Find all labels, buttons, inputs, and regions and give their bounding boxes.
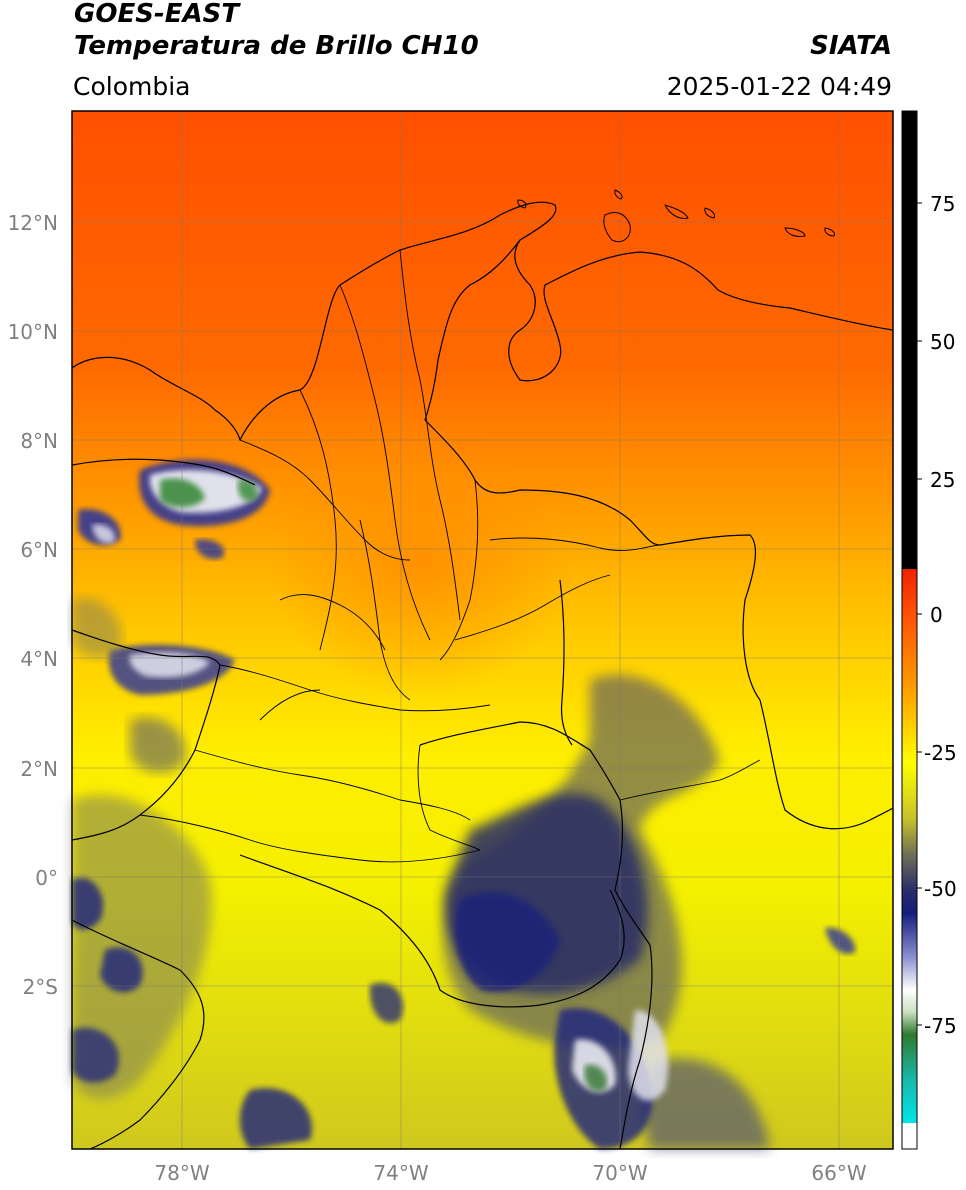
lat-label-2n: 2°N <box>20 757 58 781</box>
map-frame <box>71 110 894 1150</box>
brazil-venezuela-border <box>559 579 573 746</box>
colorbar-tick-minus25: -25 <box>924 741 957 765</box>
lon-label-70w: 70°W <box>592 1161 647 1185</box>
lat-label-0: 0° <box>35 866 58 890</box>
lat-label-8n: 8°N <box>20 429 58 453</box>
lat-label-2s: 2°S <box>23 975 58 999</box>
warm-interior <box>270 420 570 700</box>
ecuador-peru-border <box>71 919 205 1150</box>
lon-label-74w: 74°W <box>373 1161 428 1185</box>
satellite-title: GOES-EAST <box>74 0 240 29</box>
datetime-label: 2025-01-22 04:49 <box>666 72 892 101</box>
colorbar-frame <box>901 110 918 1150</box>
lon-label-78w: 78°W <box>154 1161 209 1185</box>
agency-label: SIATA <box>810 31 892 61</box>
colorbar-tick-0: 0 <box>930 603 943 627</box>
colorbar-hot-segment <box>902 111 917 569</box>
colorbar-tick-minus75: -75 <box>924 1014 957 1038</box>
lon-label-66w: 66°W <box>811 1161 866 1185</box>
colorbar-tick-75: 75 <box>930 192 955 216</box>
borders <box>71 189 894 1150</box>
pacific-coast <box>71 629 221 841</box>
colorbar-min-segment <box>902 1123 917 1149</box>
east-boundary <box>619 944 653 1150</box>
panama-coast <box>71 458 256 486</box>
colombia-peru-ecuador-border <box>239 854 625 1008</box>
lat-label-10n: 10°N <box>8 320 58 344</box>
gridlines <box>72 111 893 1149</box>
colombia-brazil-border <box>419 721 651 946</box>
colorbar-tick-50: 50 <box>930 330 955 354</box>
product-title: Temperatura de Brillo CH10 <box>74 31 479 61</box>
colorbar-tick-minus50: -50 <box>924 877 957 901</box>
colorbar-tick-25: 25 <box>930 468 955 492</box>
lat-label-4n: 4°N <box>20 647 58 671</box>
colombia-venezuela-border <box>424 239 894 830</box>
region-label: Colombia <box>73 72 191 101</box>
lat-label-6n: 6°N <box>20 538 58 562</box>
colorbar: 75 50 25 0 -25 -50 -75 <box>901 110 957 1150</box>
colorbar-gradient <box>902 569 917 1123</box>
lat-label-12n: 12°N <box>8 211 58 235</box>
